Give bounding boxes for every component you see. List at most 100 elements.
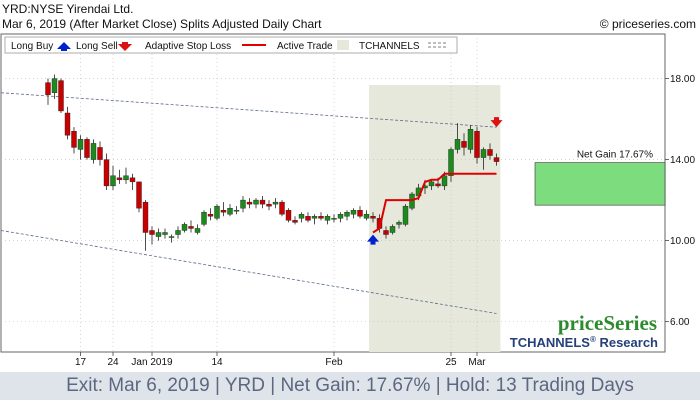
candle-53 [350,208,357,219]
candle-body-6 [45,82,51,95]
chart-subtitle: Mar 6, 2019 (After Market Close) Splits … [2,17,322,31]
channel-upper [0,92,497,128]
candle-body-29 [194,228,201,233]
candle-body-37 [246,201,253,205]
candle-body-31 [207,214,214,217]
y-axis-ticks: 6.00 10.00 14.00 18.00 [665,74,695,328]
candle-23 [155,228,162,241]
trade-summary-footer: Exit: Mar 6, 2019 | YRD | Net Gain: 17.6… [0,372,700,400]
x-tick-label-6: Mar [468,357,486,368]
x-tick-label-0: 17 [75,357,87,368]
adaptive-stop-loss-line [372,172,497,234]
candle-body-32 [214,205,220,219]
legend-sell-arrow-icon [118,42,132,51]
candle-body-34 [227,207,233,215]
candle-43 [285,208,292,223]
candle-62 [409,191,415,211]
candle-14 [97,141,103,166]
candle-body-24 [162,232,168,235]
candle-body-27 [181,224,188,231]
candle-73 [480,147,487,170]
candle-body-17 [116,177,123,181]
candle-51 [337,212,344,223]
candle-body-18 [123,175,129,181]
y-tick-label-0: 6.00 [670,317,690,328]
candle-body-51 [337,214,344,219]
legend-long-buy: Long Buy [11,41,53,52]
candle-body-14 [97,147,103,160]
active-trade-shade [369,85,501,352]
candle-body-60 [396,222,402,225]
candle-27 [181,222,188,233]
candle-45 [298,212,305,223]
candle-59 [389,224,396,235]
candle-body-65 [428,181,435,187]
y-tick-label-1: 10.00 [670,236,695,247]
candle-body-46 [305,216,311,221]
candle-7 [51,74,58,99]
candle-body-43 [285,210,292,221]
candle-body-61 [402,205,409,225]
candle-26 [175,226,181,239]
chart-symbol-title: YRD:NYSE Yirendai Ltd. [2,2,134,16]
candle-body-19 [129,177,136,183]
candle-28 [188,220,194,233]
candle-body-49 [324,216,331,221]
candle-12 [84,137,90,160]
x-tick-label-1: 24 [107,357,119,368]
candle-36 [240,196,246,213]
candle-54 [357,206,363,219]
priceseries-logo: priceSeries [558,311,657,335]
candle-body-16 [110,175,116,187]
candle-body-41 [272,201,279,205]
candle-18 [123,167,129,184]
x-tick-label-4: Feb [325,357,343,368]
candle-body-69 [454,139,461,150]
legend-buy-arrow-icon [57,42,71,51]
candle-body-8 [58,80,64,112]
candle-body-45 [298,214,305,219]
legend-long-sell: Long Sell [76,41,118,52]
candle-74 [487,143,493,160]
candle-35 [233,206,240,215]
candle-30 [201,210,207,227]
candle-body-38 [253,199,259,205]
tchannels-research: TCHANNELS® Research [510,335,658,350]
candle-body-13 [90,143,97,160]
candle-75 [493,153,500,166]
price-chart: Net Gain 17.67% 6.00 10.00 14.00 18.00 17 24… [0,33,696,368]
candle-body-7 [51,78,58,93]
candle-body-9 [64,112,71,136]
candle-71 [467,125,474,154]
candle-body-58 [383,230,389,235]
legend-tchannels: TCHANNELS [359,41,420,52]
candle-body-56 [370,216,376,219]
candle-body-44 [292,220,298,223]
candle-58 [383,226,389,239]
candle-body-68 [448,149,454,176]
candle-49 [324,214,331,225]
candle-body-59 [389,226,396,233]
candle-body-74 [487,149,493,156]
candle-65 [428,179,435,190]
net-gain-label: Net Gain 17.67% [577,150,653,161]
candle-body-75 [493,157,500,162]
candle-44 [292,216,298,225]
candle-body-39 [259,199,266,205]
candle-16 [110,165,116,190]
x-axis-ticks: 17 24 Jan 2019 14 Feb 25 Mar [75,352,486,368]
candle-body-72 [474,131,480,158]
candle-69 [454,123,461,154]
candle-56 [370,212,376,223]
candle-46 [305,212,311,223]
net-gain-box [534,162,666,206]
candle-body-55 [363,214,370,219]
candle-body-26 [175,230,181,235]
candle-body-22 [149,230,155,235]
candle-body-48 [318,216,324,219]
y-tick-label-3: 18.00 [670,74,695,85]
candle-55 [363,210,370,221]
x-tick-label-5: 25 [445,357,457,368]
tchannels [0,92,497,314]
long-buy-arrow [367,234,379,245]
